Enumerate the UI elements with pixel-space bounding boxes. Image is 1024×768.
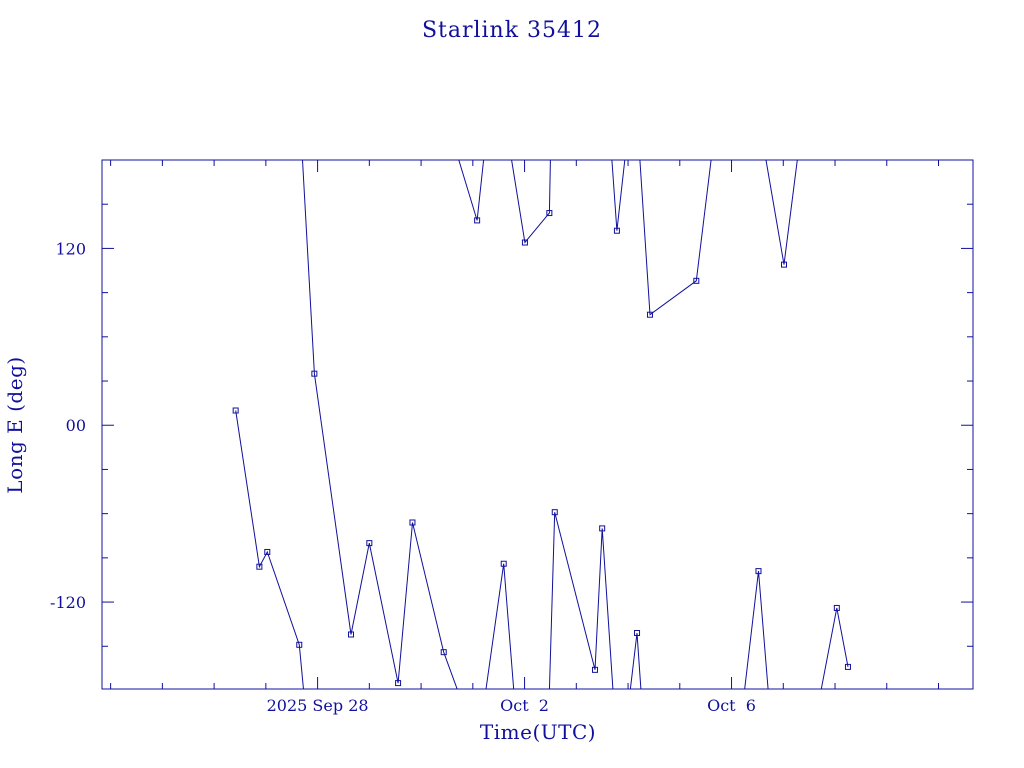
y-tick-label: 120 — [55, 239, 86, 258]
x-tick-label: 2025 Sep 28 — [267, 696, 369, 715]
data-point — [755, 568, 762, 575]
x-tick-label: Oct 6 — [707, 696, 756, 715]
data-point — [693, 277, 700, 284]
series-line — [235, 160, 849, 689]
data-point — [395, 680, 402, 687]
plot-area: 120 00 -120 2025 Sep 28 Oct 2 Oct 6 — [50, 159, 974, 715]
data-point — [232, 407, 239, 414]
data-point — [500, 560, 507, 567]
data-point — [409, 519, 416, 526]
y-tick-label: -120 — [50, 593, 86, 612]
data-point — [474, 217, 481, 224]
data-point — [634, 630, 641, 637]
plot-frame — [101, 159, 974, 690]
data-point — [348, 631, 355, 638]
data-point — [591, 666, 598, 673]
x-tick-label: Oct 2 — [500, 696, 549, 715]
data-point — [551, 509, 558, 516]
data-point — [599, 525, 606, 532]
data-point — [366, 540, 373, 547]
data-point — [296, 641, 303, 648]
data-point — [440, 649, 447, 656]
x-axis-label: Time(UTC) — [480, 720, 596, 744]
data-point — [833, 604, 840, 611]
data-point — [546, 210, 553, 217]
chart-title: Starlink 35412 — [422, 18, 602, 43]
y-tick-label: 00 — [66, 416, 86, 435]
data-point — [780, 261, 787, 268]
data-point — [256, 563, 263, 570]
data-point — [311, 370, 318, 377]
data-point — [521, 239, 528, 246]
data-point — [264, 548, 271, 555]
y-axis-label: Long E (deg) — [3, 356, 27, 493]
data-point — [844, 663, 851, 670]
data-point — [613, 227, 620, 234]
data-point — [646, 311, 653, 318]
